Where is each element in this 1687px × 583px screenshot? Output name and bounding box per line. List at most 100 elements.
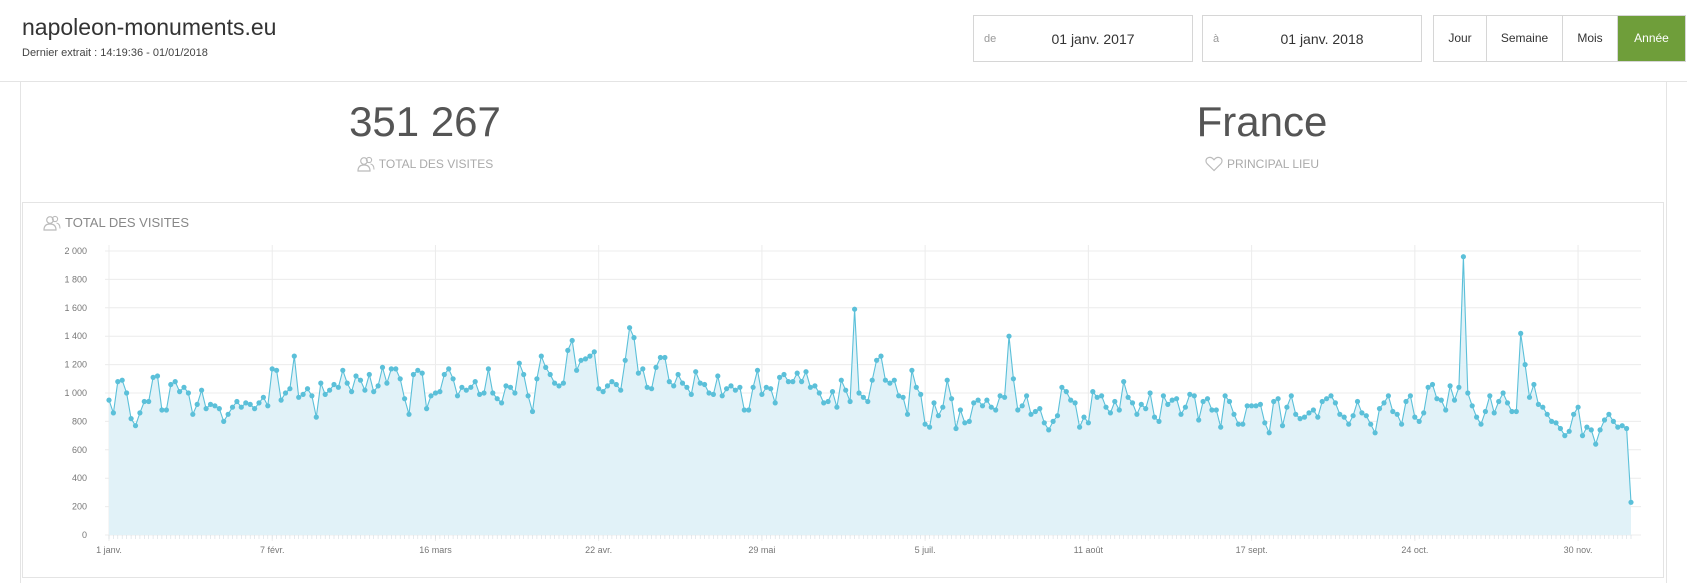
data-point <box>918 391 924 397</box>
date-to-label: à <box>1213 33 1220 45</box>
data-point <box>746 407 752 413</box>
date-from-field[interactable]: de 01 janv. 2017 <box>973 15 1193 62</box>
data-point <box>984 397 990 403</box>
data-point <box>1500 390 1506 396</box>
data-point <box>569 337 575 344</box>
data-point <box>424 406 430 412</box>
data-point <box>741 407 747 413</box>
data-point <box>1593 441 1599 447</box>
y-tick-label: 800 <box>72 416 87 426</box>
data-point <box>1390 408 1396 415</box>
data-point <box>852 306 858 312</box>
data-point <box>490 390 496 396</box>
data-point <box>1465 390 1471 396</box>
data-point <box>1310 407 1316 413</box>
data-point <box>582 356 589 362</box>
data-point <box>538 353 544 359</box>
data-point <box>1288 393 1294 399</box>
period-week-button[interactable]: Semaine <box>1487 16 1563 61</box>
data-point <box>1451 397 1458 403</box>
data-point <box>552 380 558 386</box>
data-point <box>1412 414 1418 420</box>
y-tick-label: 1 000 <box>64 388 87 398</box>
data-point <box>282 390 289 396</box>
data-point <box>459 384 465 390</box>
data-point <box>781 371 787 378</box>
data-point <box>1059 384 1065 390</box>
data-point <box>291 353 297 359</box>
data-point <box>1209 407 1215 413</box>
date-to-field[interactable]: à 01 janv. 2018 <box>1202 15 1422 62</box>
data-point <box>353 373 359 379</box>
x-tick-label: 29 mai <box>748 545 775 555</box>
x-tick-label: 24 oct. <box>1401 545 1428 555</box>
data-point <box>1509 408 1515 415</box>
data-point <box>979 403 986 409</box>
x-tick-label: 16 mars <box>419 545 452 555</box>
data-point <box>468 384 474 390</box>
y-tick-label: 200 <box>72 502 87 512</box>
data-point <box>1068 397 1074 403</box>
data-point <box>627 325 633 331</box>
data-point <box>1474 414 1480 420</box>
data-point <box>1169 397 1175 403</box>
data-point <box>331 381 337 388</box>
period-day-button[interactable]: Jour <box>1434 16 1487 61</box>
data-point <box>300 391 306 397</box>
data-point <box>1037 406 1043 412</box>
data-point <box>1549 418 1555 424</box>
data-point <box>657 354 664 361</box>
data-point <box>702 381 708 388</box>
data-point <box>1010 376 1017 382</box>
data-point <box>1182 404 1188 410</box>
data-point <box>1253 403 1259 409</box>
data-point <box>159 407 165 413</box>
data-point <box>1072 400 1078 406</box>
data-point <box>1275 396 1281 402</box>
data-point <box>397 376 403 382</box>
data-point <box>1099 393 1105 399</box>
data-point <box>688 391 694 397</box>
data-point <box>309 393 315 399</box>
data-point <box>1006 333 1012 339</box>
kpi-main-location-label: PRINCIPAL LIEU <box>1226 157 1320 171</box>
data-point <box>865 398 871 405</box>
data-point <box>168 381 174 388</box>
data-point <box>503 383 509 389</box>
date-from-value: 01 janv. 2017 <box>1051 31 1135 47</box>
period-month-button[interactable]: Mois <box>1563 16 1618 61</box>
y-tick-label: 1 200 <box>64 360 87 370</box>
data-point <box>1107 410 1113 416</box>
data-point <box>900 394 906 400</box>
data-point <box>1487 393 1493 399</box>
data-point <box>737 384 743 390</box>
data-point <box>1540 404 1546 410</box>
data-point <box>1526 394 1533 400</box>
data-point <box>838 377 844 383</box>
series-area <box>109 256 1631 535</box>
data-point <box>1421 410 1427 416</box>
data-point <box>1496 398 1502 405</box>
data-point <box>463 387 469 393</box>
period-year-button[interactable]: Année <box>1618 16 1685 61</box>
data-point <box>622 357 628 363</box>
data-point <box>141 398 147 405</box>
data-point <box>993 407 999 413</box>
data-point <box>1376 406 1383 412</box>
data-point <box>1063 389 1069 395</box>
header-bar: napoleon-monuments.eu Dernier extrait : … <box>0 0 1687 82</box>
data-point <box>777 374 783 380</box>
data-point <box>256 400 262 406</box>
data-point <box>1606 411 1612 417</box>
data-point <box>1121 379 1127 385</box>
data-point <box>821 400 827 406</box>
data-point <box>163 407 169 413</box>
data-point <box>1624 425 1630 432</box>
data-point <box>604 383 611 389</box>
data-point <box>1147 390 1153 396</box>
data-point <box>587 353 593 359</box>
y-tick-label: 600 <box>72 445 87 455</box>
data-point <box>371 389 377 395</box>
data-point <box>1363 413 1369 419</box>
data-point <box>106 397 112 403</box>
